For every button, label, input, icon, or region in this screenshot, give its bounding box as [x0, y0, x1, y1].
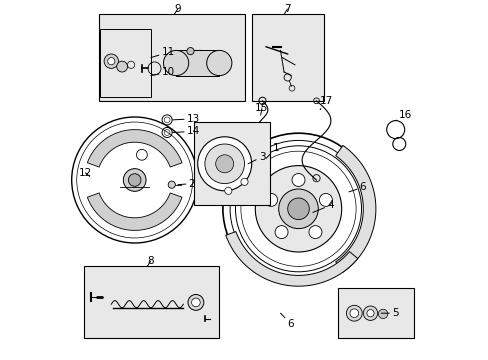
- Circle shape: [235, 146, 361, 272]
- Circle shape: [230, 140, 366, 277]
- Bar: [194, 122, 269, 205]
- Text: 6: 6: [280, 313, 294, 329]
- Circle shape: [136, 149, 147, 160]
- Polygon shape: [335, 145, 375, 272]
- Circle shape: [128, 174, 141, 186]
- Circle shape: [191, 298, 200, 307]
- Bar: [99, 14, 244, 101]
- Circle shape: [278, 189, 318, 229]
- Circle shape: [255, 166, 341, 252]
- Circle shape: [215, 155, 233, 173]
- Circle shape: [107, 58, 115, 65]
- Text: 5: 5: [381, 308, 398, 318]
- Circle shape: [275, 226, 287, 239]
- Circle shape: [204, 144, 244, 184]
- Polygon shape: [87, 130, 182, 167]
- Circle shape: [77, 122, 192, 238]
- Circle shape: [349, 309, 358, 318]
- Text: 16: 16: [395, 110, 412, 121]
- Circle shape: [224, 187, 231, 194]
- Circle shape: [163, 50, 188, 76]
- Text: 11: 11: [151, 47, 175, 58]
- Circle shape: [197, 137, 251, 191]
- Circle shape: [363, 306, 377, 320]
- Circle shape: [241, 151, 355, 266]
- Text: 3: 3: [247, 152, 265, 164]
- Text: 4: 4: [312, 200, 333, 212]
- Text: 15: 15: [255, 103, 268, 115]
- Circle shape: [287, 198, 309, 220]
- Circle shape: [117, 61, 127, 72]
- Bar: [84, 266, 219, 338]
- Text: 8: 8: [147, 256, 154, 266]
- Circle shape: [241, 178, 247, 185]
- Circle shape: [187, 294, 203, 310]
- Text: 9: 9: [174, 4, 181, 14]
- Circle shape: [223, 133, 373, 284]
- Bar: [337, 288, 413, 338]
- Text: 7: 7: [284, 4, 290, 14]
- Circle shape: [366, 310, 373, 317]
- Text: 14: 14: [172, 126, 200, 136]
- Circle shape: [123, 168, 146, 192]
- Circle shape: [319, 193, 332, 206]
- Polygon shape: [225, 231, 357, 286]
- Circle shape: [291, 174, 305, 186]
- Circle shape: [378, 309, 387, 319]
- Bar: [251, 14, 323, 101]
- Circle shape: [264, 193, 277, 206]
- Circle shape: [186, 48, 194, 55]
- Polygon shape: [87, 193, 182, 230]
- Bar: [101, 29, 151, 97]
- Text: 17: 17: [320, 96, 333, 110]
- Text: 6: 6: [348, 182, 366, 192]
- Circle shape: [206, 50, 231, 76]
- Bar: [176, 50, 219, 76]
- Text: 2: 2: [178, 179, 195, 189]
- Circle shape: [72, 117, 197, 243]
- Text: 13: 13: [172, 114, 200, 124]
- Text: 10: 10: [151, 67, 175, 77]
- Circle shape: [346, 305, 362, 321]
- Text: 1: 1: [265, 143, 279, 158]
- Text: 12: 12: [79, 168, 92, 178]
- Circle shape: [168, 181, 175, 188]
- Circle shape: [308, 226, 321, 239]
- Circle shape: [104, 54, 118, 68]
